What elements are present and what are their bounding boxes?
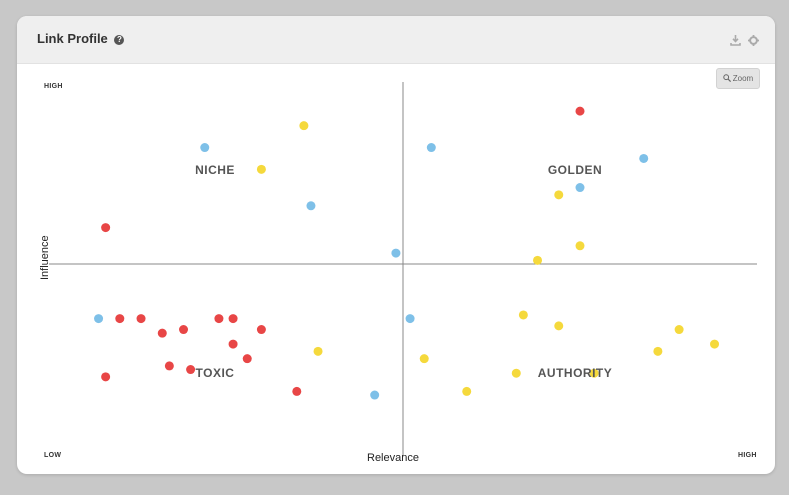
data-point-s1-2[interactable] (554, 190, 564, 200)
quadrant-label-niche: NICHE (195, 163, 235, 177)
data-point-s1-4[interactable] (533, 255, 543, 265)
quadrant-label-golden: GOLDEN (547, 163, 603, 177)
data-point-s0-12[interactable] (186, 365, 196, 375)
data-point-s0-8[interactable] (256, 325, 266, 335)
data-points (94, 106, 720, 400)
data-point-s2-1[interactable] (426, 143, 436, 153)
data-point-s2-4[interactable] (306, 201, 316, 211)
gear-icon[interactable] (748, 35, 759, 46)
card-title: Link Profile ? (37, 31, 125, 46)
y-high-label: HIGH (44, 83, 63, 90)
zoom-label: Zoom (732, 74, 754, 83)
data-point-s2-2[interactable] (639, 153, 649, 163)
data-point-s1-8[interactable] (313, 346, 323, 356)
data-point-s1-7[interactable] (674, 325, 684, 335)
data-point-s2-8[interactable] (370, 390, 380, 400)
data-point-s0-4[interactable] (214, 314, 224, 324)
data-point-s0-6[interactable] (157, 328, 167, 338)
download-icon[interactable] (729, 35, 741, 46)
help-icon[interactable]: ? (114, 35, 125, 45)
data-point-s2-0[interactable] (200, 143, 210, 153)
data-point-s0-10[interactable] (242, 354, 252, 364)
x-axis-label: Relevance (367, 452, 419, 464)
data-point-s0-1[interactable] (101, 223, 111, 233)
quadrant-label-authority: AUTHORITY (537, 366, 613, 380)
data-point-s0-9[interactable] (228, 339, 238, 349)
zoom-icon (723, 74, 731, 82)
data-point-s0-11[interactable] (164, 361, 174, 371)
x-high-label: HIGH (738, 452, 757, 459)
card-header: Link Profile ? (17, 16, 775, 64)
header-icons (727, 33, 759, 46)
data-point-s0-5[interactable] (228, 314, 238, 324)
data-point-s0-0[interactable] (575, 106, 585, 116)
data-point-s1-12[interactable] (511, 368, 521, 378)
data-point-s1-10[interactable] (710, 339, 720, 349)
data-point-s1-0[interactable] (299, 121, 309, 131)
quadrant-label-toxic: TOXIC (195, 366, 235, 380)
data-point-s0-7[interactable] (179, 325, 189, 335)
data-point-s1-3[interactable] (575, 241, 585, 251)
data-point-s1-1[interactable] (256, 164, 266, 174)
zoom-button[interactable]: Zoom (716, 68, 760, 89)
data-point-s0-3[interactable] (136, 314, 146, 324)
data-point-s1-14[interactable] (462, 386, 472, 396)
data-point-s2-3[interactable] (575, 183, 585, 193)
data-point-s2-5[interactable] (391, 248, 401, 258)
data-point-s2-7[interactable] (405, 314, 415, 324)
data-point-s2-6[interactable] (94, 314, 104, 324)
data-point-s1-9[interactable] (653, 346, 663, 356)
data-point-s1-6[interactable] (554, 321, 564, 331)
data-point-s0-13[interactable] (101, 372, 111, 382)
data-point-s0-2[interactable] (115, 314, 125, 324)
scatter-plot (49, 82, 757, 456)
x-low-label: LOW (44, 452, 62, 459)
y-axis-label: Influence (39, 235, 51, 280)
data-point-s1-11[interactable] (419, 354, 429, 364)
data-point-s1-13[interactable] (589, 368, 599, 378)
data-point-s1-5[interactable] (518, 310, 528, 320)
card-title-text: Link Profile (37, 31, 108, 46)
link-profile-card: Link Profile ? Zoom HIGH (17, 16, 775, 474)
data-point-s0-14[interactable] (292, 386, 302, 396)
